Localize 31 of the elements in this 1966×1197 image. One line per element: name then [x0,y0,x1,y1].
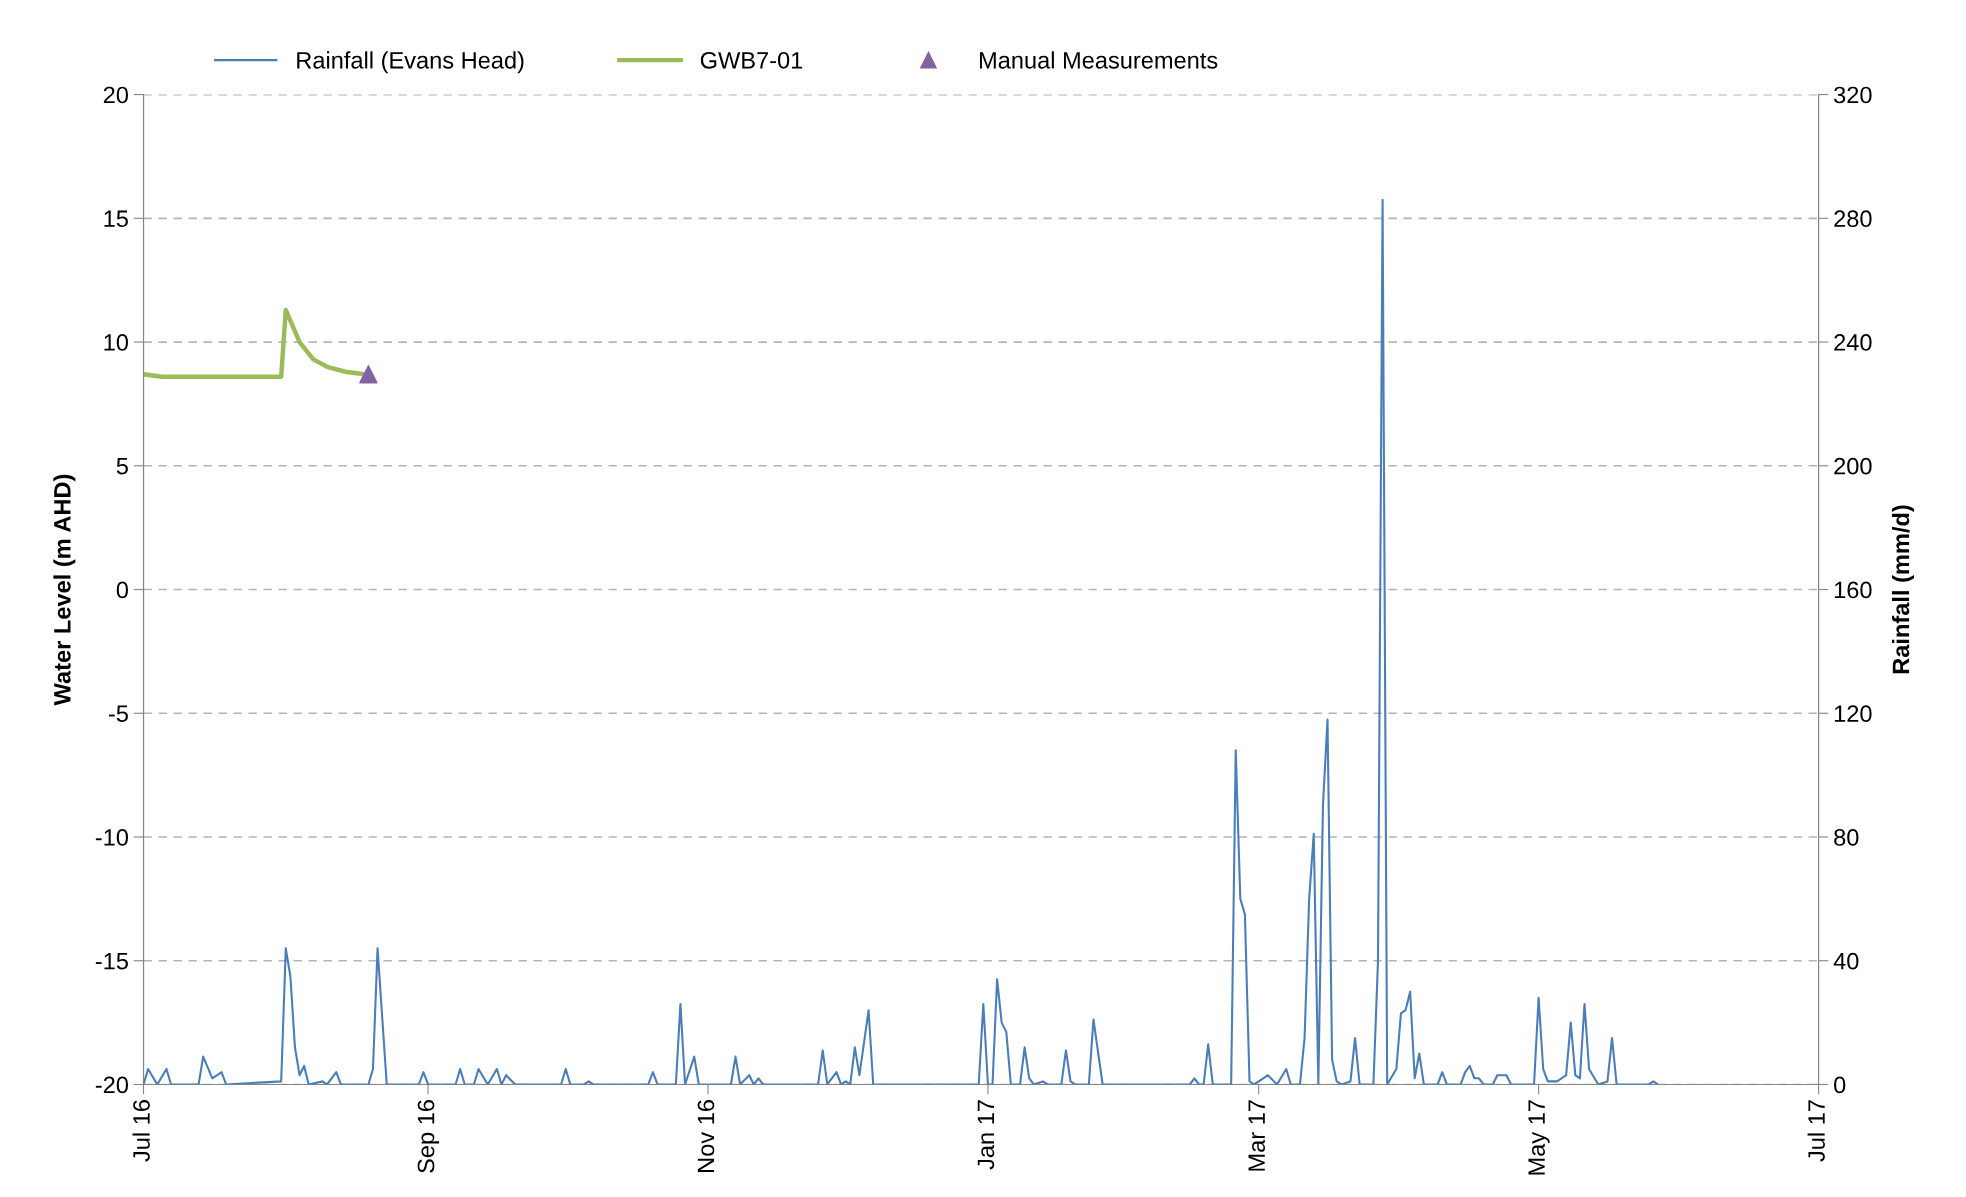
legend-label: GWB7-01 [700,51,803,69]
y-tick-label: 5 [116,458,128,475]
x-tick-label: Nov 16 [697,1100,715,1172]
y2-tick-label: 240 [1834,334,1872,351]
y2-tick-label: 0 [1834,1076,1846,1094]
legend-label: Manual Measurements [979,51,1218,69]
y-tick-label: -20 [95,1076,129,1094]
x-tick-label: Sep 16 [417,1100,440,1173]
x-tick-label: May 17 [1528,1100,1550,1175]
y2-tick-label: 280 [1834,210,1872,228]
y-tick-label: 20 [103,86,129,104]
y-tick-label: 15 [104,210,128,228]
legend-label: Rainfall (Evans Head) [297,51,524,74]
y-tick-label: 0 [116,581,129,599]
y2-tick-label: 320 [1834,86,1872,104]
y-tick-label: -10 [95,829,129,846]
y2-axis-title: Rainfall (mm/d) [1891,505,1914,674]
y2-tick-label: 160 [1834,581,1872,599]
x-tick-label: Mar 17 [1248,1100,1266,1171]
y-axis-title: Water Level (m AHD) [53,474,76,706]
x-tick-label: Jan 17 [977,1100,995,1170]
x-tick-label: Jul 17 [1807,1100,1825,1162]
y2-tick-label: 40 [1833,952,1859,970]
y2-tick-label: 120 [1834,705,1872,723]
y-tick-label: -15 [95,953,128,970]
y2-tick-label: 200 [1834,457,1872,475]
y2-tick-label: 80 [1834,829,1859,846]
y-tick-label: -5 [108,705,128,723]
y-tick-label: 10 [104,334,129,351]
line-series [143,198,1659,1085]
x-tick-label: Jul 16 [132,1100,150,1162]
